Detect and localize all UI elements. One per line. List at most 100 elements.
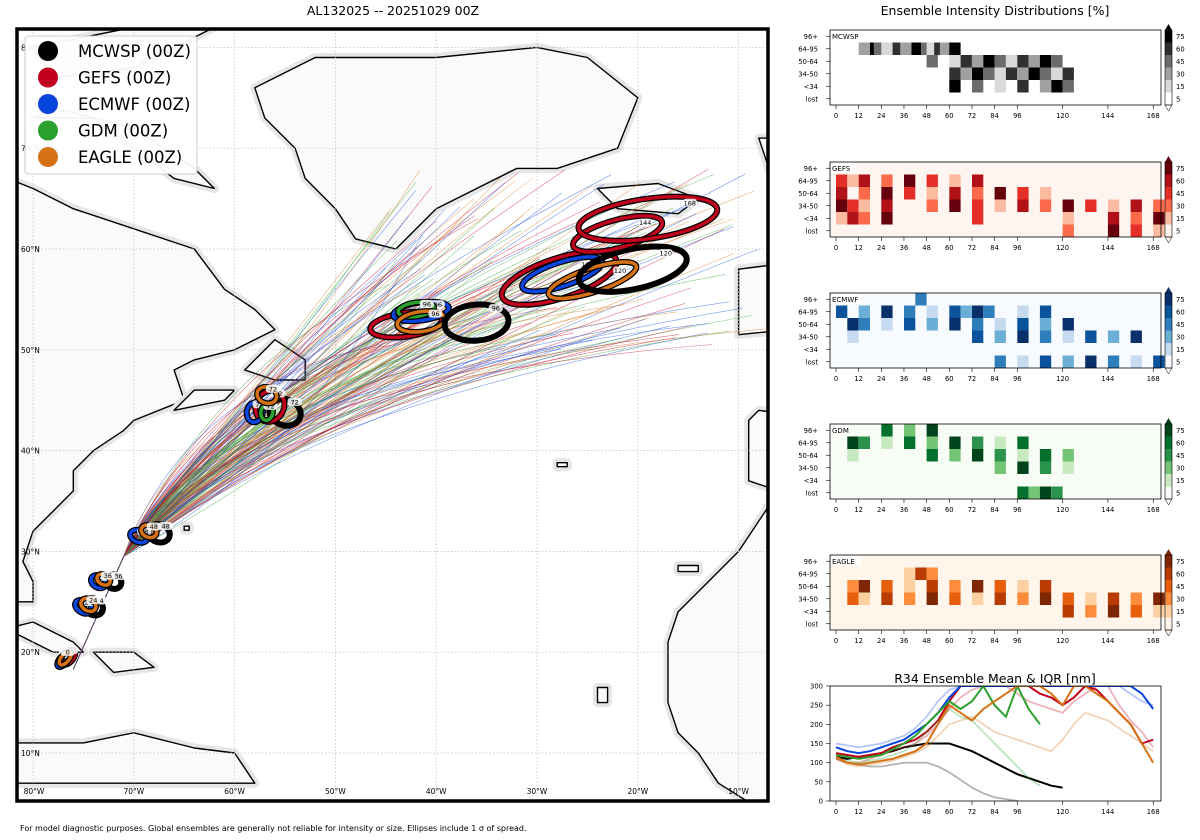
heatmap-frame [829, 292, 1162, 369]
heatmap-row-label: 34-50 [798, 333, 818, 341]
heatmap-row-label: lost [806, 95, 819, 103]
heatmap-xtick-label: 12 [854, 637, 863, 645]
heatmap-cell [972, 330, 984, 343]
heatmap-cell [1039, 67, 1052, 80]
heatmap-cell [904, 592, 916, 605]
colorbar-tick-label: 45 [1176, 452, 1185, 460]
heatmap-cell [904, 174, 916, 187]
heatmap-cell [1039, 461, 1052, 474]
lon-label: 30°W [527, 787, 548, 796]
heatmap-cell [1153, 592, 1165, 605]
heatmap-cell [881, 305, 893, 318]
heatmap-frame [829, 554, 1162, 631]
heatmap-xtick-label: 36 [900, 637, 909, 645]
heatmap-cell [900, 42, 912, 55]
heatmap-cell [926, 318, 938, 331]
lon-label: 60°W [224, 787, 245, 796]
colorbar-segment [1165, 199, 1172, 212]
heatmap-cell [1085, 592, 1097, 605]
forecast-hour-badge [428, 309, 443, 318]
colorbar-tick-label: 75 [1176, 558, 1185, 566]
land-outline [748, 409, 768, 488]
forecast-hour-badge [638, 218, 653, 227]
colorbar-tick-label: 60 [1176, 570, 1185, 578]
heatmap-cell [1028, 67, 1040, 80]
heatmap-cell [1039, 55, 1052, 68]
heatmap-xtick-label: 72 [968, 637, 977, 645]
colorbar-tick-label: 30 [1176, 333, 1185, 341]
heatmap-xtick-label: 12 [854, 506, 863, 514]
heatmap-xtick-label: 144 [1101, 637, 1114, 645]
forecast-hour-badge [146, 522, 161, 531]
heatmap-xtick-label: 96 [1013, 112, 1022, 120]
forecast-hour-badge [682, 198, 697, 207]
colorbar-tick-label: 5 [1176, 489, 1180, 497]
r34-ytick-label: 100 [810, 759, 823, 767]
heatmap-cell [926, 449, 938, 462]
heatmap-cell [1017, 592, 1029, 605]
heatmap-row-label: 50-64 [798, 583, 818, 591]
heatmap-xtick-label: 12 [854, 375, 863, 383]
heatmap-cell [949, 592, 961, 605]
heatmap-row-label: 50-64 [798, 58, 818, 66]
heatmap-cell [994, 592, 1006, 605]
land-outline [758, 137, 768, 168]
heatmap-xtick-label: 120 [1056, 506, 1069, 514]
forecast-hour-label: 96 [492, 305, 500, 313]
heatmap-cell [904, 305, 916, 318]
heatmap-cell [960, 55, 972, 68]
heatmap-row-label: 64-95 [798, 177, 818, 185]
legend-marker [38, 120, 58, 141]
colorbar-tick-label: 30 [1176, 595, 1185, 603]
heatmap-cell [904, 436, 916, 449]
lon-label: 70°W [123, 787, 144, 796]
legend-label: EAGLE (00Z) [78, 148, 182, 167]
r34-xtick-label: 96 [1013, 808, 1022, 816]
heatmap-name: MCWSP [832, 33, 859, 41]
heatmap-cell [911, 42, 923, 55]
heatmap-cell [1017, 461, 1029, 474]
heatmap-cell [949, 42, 961, 55]
heatmap-cell [960, 305, 972, 318]
colorbar-segment [1165, 212, 1172, 225]
lat-label: 10°N [21, 749, 40, 758]
heatmap-cell [1039, 580, 1052, 593]
r34-chart: 0 50 100 150 200 250 300 0 12 24 36 48 60 72 84 96 120 14… [810, 683, 1162, 816]
colorbar-tick-label: 60 [1176, 177, 1185, 185]
colorbar-tick-label: 75 [1176, 165, 1185, 173]
r34-series-gdm-iqr [835, 707, 1041, 787]
heatmap-ecmwf: 96+ 64-95 50-64 34-50 <34 lost ECMWF 0 12 24 36 48 6… [798, 287, 1185, 383]
ensemble-track [73, 218, 478, 670]
heatmap-cell [858, 174, 870, 187]
heatmap-cell [858, 318, 870, 331]
heatmap-xtick-label: 12 [854, 112, 863, 120]
heatmap-row-label: 96+ [804, 558, 818, 566]
colorbar-segment [1165, 187, 1172, 200]
heatmap-xtick-label: 36 [900, 375, 909, 383]
r34-xtick-label: 0 [834, 808, 838, 816]
heatmap-xtick-label: 48 [922, 112, 931, 120]
colorbar-segment [1165, 174, 1172, 187]
heatmap-cell [881, 42, 893, 55]
heatmap-cell [1085, 355, 1097, 368]
heatmap-xtick-label: 12 [854, 244, 863, 252]
heatmap-xtick-label: 96 [1013, 375, 1022, 383]
intensity-title: Ensemble Intensity Distributions [%] [881, 3, 1110, 18]
heatmap-row-label: lost [806, 489, 819, 497]
heatmap-cell [1005, 55, 1018, 68]
r34-xtick-label: 60 [945, 808, 954, 816]
r34-series-gdm [835, 686, 1041, 760]
ellipse-body [577, 244, 689, 294]
heatmap-xtick-label: 0 [834, 637, 838, 645]
heatmap-xtick-label: 48 [922, 375, 931, 383]
heatmap-cell [1107, 224, 1120, 237]
heatmap-cell [994, 55, 1006, 68]
colorbar-frame [1164, 423, 1173, 500]
heatmap-row-label: 64-95 [798, 308, 818, 316]
heatmap-cell [1017, 67, 1029, 80]
heatmap-cell [934, 42, 946, 55]
heatmap-row-label: 96+ [804, 33, 818, 41]
heatmap-cell [881, 174, 893, 187]
heatmap-cell [926, 567, 938, 580]
land-outline [677, 564, 699, 573]
